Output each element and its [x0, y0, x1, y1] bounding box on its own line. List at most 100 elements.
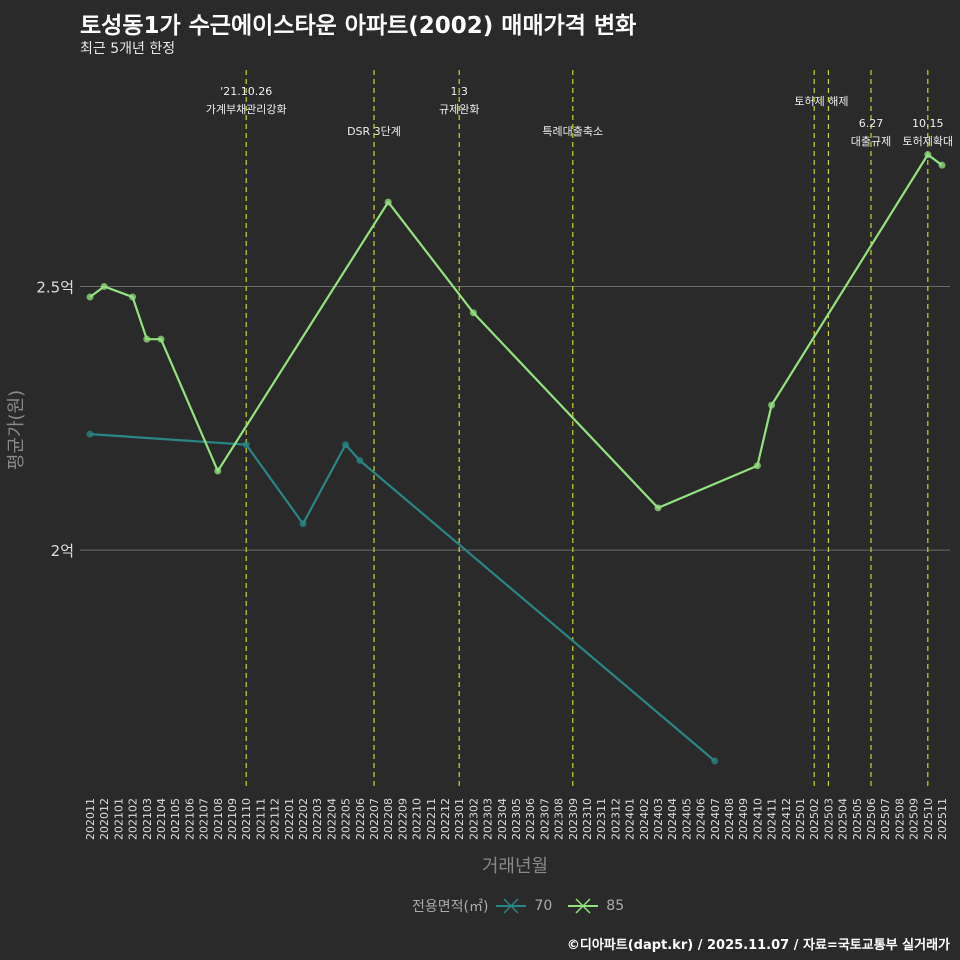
- x-tick-label: 202301: [453, 798, 466, 840]
- data-point-85: [938, 161, 946, 169]
- data-point-85: [157, 335, 165, 343]
- x-tick-label: 202304: [496, 798, 509, 840]
- legend-title: 전용면적(㎡): [412, 899, 489, 915]
- x-tick-label: 202406: [695, 798, 708, 840]
- chart-title: 토성동1가 수근에이스타운 아파트(2002) 매매가격 변화: [80, 13, 637, 39]
- event-label: 규제완화: [439, 103, 479, 116]
- event-label: 대출규제: [851, 135, 891, 148]
- x-tick-label: 202106: [183, 798, 196, 840]
- data-point-85: [129, 293, 137, 301]
- x-tick-label: 202501: [794, 798, 807, 840]
- event-label: 토허제 해제: [794, 94, 848, 108]
- x-tick-label: 202407: [709, 798, 722, 840]
- data-point-70: [711, 757, 719, 765]
- event-label: 가계부채관리강화: [206, 103, 287, 116]
- x-tick-label: 202504: [837, 798, 850, 840]
- x-tick-label: 202104: [155, 798, 168, 840]
- x-tick-label: 202211: [425, 798, 438, 840]
- x-tick-label: 202108: [212, 798, 225, 840]
- x-tick-label: 202202: [297, 798, 310, 840]
- x-tick-label: 202405: [680, 798, 693, 840]
- x-tick-label: 202509: [908, 798, 921, 840]
- x-axis-title: 거래년월: [482, 856, 548, 877]
- x-tick-label: 202103: [141, 798, 154, 840]
- x-tick-label: 202102: [127, 798, 140, 840]
- x-tick-label: 202409: [737, 798, 750, 840]
- x-tick-label: 202408: [723, 798, 736, 840]
- x-tick-label: 202112: [269, 798, 282, 840]
- data-point-70: [356, 456, 364, 464]
- event-label: 1.3: [450, 85, 468, 98]
- legend-label-85: 85: [606, 898, 625, 914]
- x-tick-label: 202212: [439, 798, 452, 840]
- y-tick-label: 2.5억: [36, 278, 74, 296]
- data-point-85: [100, 282, 108, 290]
- x-tick-label: 202310: [581, 798, 594, 840]
- x-tick-label: 202303: [482, 798, 495, 840]
- data-point-70: [242, 441, 250, 449]
- data-point-85: [924, 151, 932, 159]
- x-tick-label: 202403: [652, 798, 665, 840]
- chart-subtitle: 최근 5개년 한정: [80, 41, 176, 57]
- event-label: 6.27: [859, 117, 884, 130]
- legend-key-85-icon: [568, 898, 599, 914]
- x-tick-label: 202402: [638, 798, 651, 840]
- x-tick-label: 202012: [98, 798, 111, 840]
- x-tick-label: 202204: [325, 798, 338, 840]
- data-point-85: [384, 198, 392, 206]
- source-caption: ©디아파트(dapt.kr) / 2025.11.07 / 자료=국토교통부 실…: [566, 938, 950, 953]
- event-label: DSR 3단계: [347, 125, 401, 138]
- x-tick-label: 202207: [368, 798, 381, 840]
- x-tick-label: 202209: [396, 798, 409, 840]
- data-point-85: [469, 309, 477, 317]
- series-line-70: [89, 432, 716, 762]
- x-tick-label: 202411: [766, 798, 779, 840]
- x-tick-label: 202401: [624, 798, 637, 840]
- data-point-85: [768, 401, 776, 409]
- x-tick-label: 202503: [822, 798, 835, 840]
- x-tick-label: 202510: [922, 798, 935, 840]
- x-tick-label: 202105: [169, 798, 182, 840]
- x-tick-label: 202507: [879, 798, 892, 840]
- x-tick-label: 202410: [751, 798, 764, 840]
- x-tick-label: 202110: [240, 798, 253, 840]
- legend: 전용면적(㎡) 70 85: [412, 896, 624, 916]
- legend-key-70-icon: [496, 898, 527, 914]
- x-tick-label: 202011: [84, 798, 97, 840]
- y-tick-label: 2억: [51, 542, 74, 560]
- x-tick-label: 202404: [666, 798, 679, 840]
- x-tick-label: 202208: [382, 798, 395, 840]
- event-label: 10.15: [912, 117, 944, 130]
- x-tick-label: 202305: [510, 798, 523, 840]
- x-tick-label: 202511: [936, 798, 949, 840]
- data-point-85: [143, 335, 151, 343]
- x-tick-label: 202505: [851, 798, 864, 840]
- data-point-70: [342, 441, 350, 449]
- data-point-85: [86, 293, 94, 301]
- x-tick-label: 202302: [467, 798, 480, 840]
- x-tick-label: 202412: [780, 798, 793, 840]
- x-tick-label: 202203: [311, 798, 324, 840]
- x-tick-label: 202307: [538, 798, 551, 840]
- event-label: '21.10.26: [220, 85, 272, 98]
- legend-label-70: 70: [534, 898, 553, 914]
- y-axis-title: 평균가(원): [6, 390, 27, 470]
- x-tick-label: 202205: [340, 798, 353, 840]
- x-tick-label: 202210: [411, 798, 424, 840]
- event-label: 토허제확대: [902, 135, 953, 148]
- data-point-70: [299, 520, 307, 528]
- x-tick-label: 202311: [595, 798, 608, 840]
- x-tick-label: 202107: [198, 798, 211, 840]
- x-tick-label: 202201: [283, 798, 296, 840]
- x-tick-label: 202206: [354, 798, 367, 840]
- x-tick-label: 202111: [254, 798, 267, 840]
- data-point-85: [214, 467, 222, 475]
- x-tick-label: 202308: [553, 798, 566, 840]
- x-tick-label: 202309: [567, 798, 580, 840]
- x-tick-label: 202306: [524, 798, 537, 840]
- x-tick-label: 202502: [808, 798, 821, 840]
- x-tick-label: 202312: [609, 798, 622, 840]
- event-label: 특례대출축소: [542, 125, 603, 138]
- x-tick-label: 202101: [112, 798, 125, 840]
